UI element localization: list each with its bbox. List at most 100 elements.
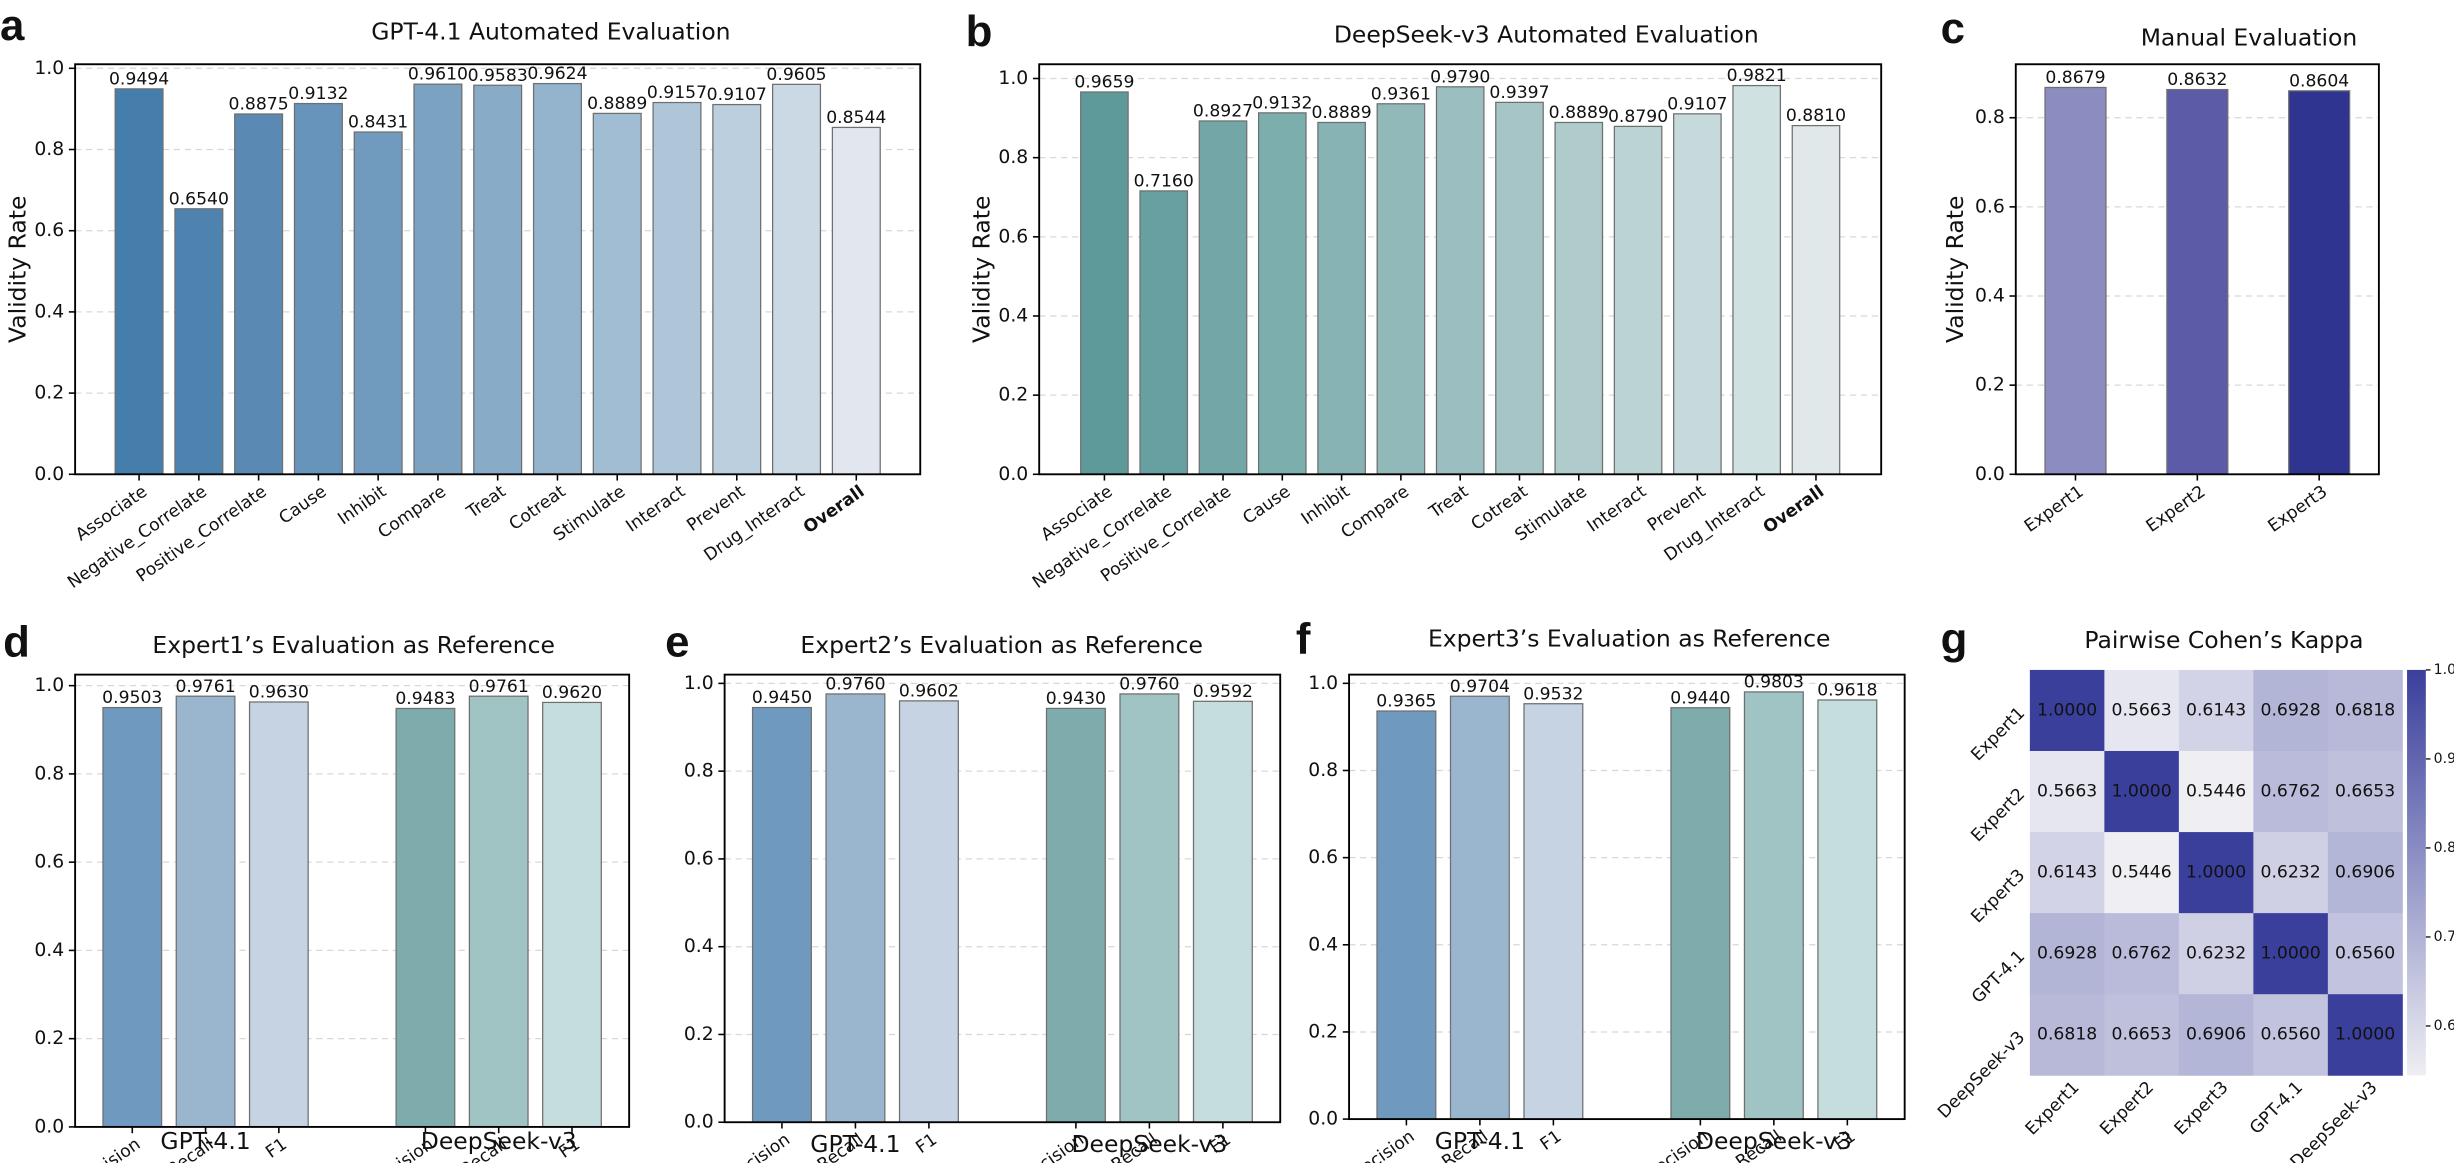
cell-label: 0.6143 [2037, 863, 2097, 883]
cell-label: 0.6818 [2335, 700, 2395, 720]
y-tick-label: GPT-4.1 [1968, 947, 2029, 1008]
bar [1119, 693, 1180, 1123]
value-label: 0.7160 [1134, 172, 1194, 192]
heatmap-cell [2104, 750, 2180, 833]
value-label: 0.8790 [1608, 107, 1668, 127]
chart-title: DeepSeek-v3 Automated Evaluation [1334, 21, 1759, 49]
group-label: GPT-4.1 [160, 1127, 250, 1155]
heatmap-cell [2029, 832, 2105, 914]
value-label: 0.9397 [1489, 83, 1549, 103]
x-tick-label: Expert1 [2021, 482, 2088, 537]
value-label: 0.8604 [2289, 71, 2349, 91]
value-label: 0.9803 [1744, 673, 1804, 693]
panel-letter: c [1941, 4, 1965, 53]
plot-frame [1038, 63, 1883, 476]
x-tick-label: F1 [262, 1134, 291, 1162]
group-label: GPT-4.1 [810, 1130, 900, 1158]
bar [2044, 86, 2107, 475]
bar [1198, 120, 1248, 475]
heatmap-cell [2178, 750, 2254, 833]
plot-frame [1348, 673, 1906, 1121]
x-tick-label: Treat [463, 482, 510, 524]
heatmap-cell [2178, 832, 2254, 914]
y-tick-label: 0.8 [684, 761, 714, 782]
y-tick-label: 0.8 [34, 763, 64, 784]
value-label: 0.9503 [102, 688, 162, 708]
y-tick-label: 0.2 [998, 385, 1028, 406]
heatmap-cell [2253, 750, 2329, 833]
value-label: 0.8431 [348, 113, 408, 133]
bar [248, 701, 309, 1128]
value-label: 0.9630 [249, 683, 309, 703]
y-tick-label: 0.2 [34, 1028, 64, 1049]
y-tick-label: Expert2 [1967, 784, 2029, 846]
value-label: 0.9618 [1817, 681, 1877, 701]
y-tick-label: 0.6 [34, 852, 64, 873]
bar [1743, 691, 1804, 1120]
plot-frame [74, 63, 922, 476]
y-axis-label: Validity Rate [967, 196, 995, 343]
bar [395, 707, 456, 1128]
chart-title: Expert1’s Evaluation as Reference [152, 631, 555, 659]
x-tick-label: Interact [1584, 482, 1651, 537]
bar [1376, 103, 1426, 475]
x-tick-label: Drug_Interact [700, 482, 808, 566]
heatmap-cell [2327, 669, 2403, 752]
value-label: 0.8544 [826, 108, 886, 128]
cell-label: 0.6653 [2335, 782, 2395, 802]
plot-frame [74, 673, 631, 1128]
y-tick-label: 0.6 [1308, 847, 1338, 868]
heatmap-cell [2029, 750, 2105, 833]
y-tick-label: DeepSeek-v3 [1934, 1028, 2029, 1123]
y-tick-label: 0.4 [34, 301, 64, 322]
x-tick-label: Overall [800, 482, 868, 538]
cell-label: 0.6762 [2112, 944, 2172, 964]
bar [2166, 88, 2229, 475]
value-label: 0.8927 [1193, 102, 1253, 122]
heatmap-cell [2029, 994, 2105, 1076]
bar [1192, 700, 1253, 1123]
cell-label: 0.6232 [2261, 863, 2321, 883]
value-label: 0.9483 [395, 689, 455, 709]
heatmap-cell [2178, 994, 2254, 1076]
heatmap-cell [2327, 832, 2403, 914]
bar [234, 113, 284, 475]
y-tick-label: 0.0 [1308, 1109, 1338, 1130]
value-label: 0.9430 [1046, 689, 1106, 709]
x-tick-label: Cause [1239, 482, 1294, 529]
y-tick-label: 1.0 [998, 68, 1028, 89]
bar [1435, 86, 1485, 475]
colorbar-tick-label: 0.6 [2434, 1018, 2454, 1034]
bar [102, 706, 163, 1128]
y-tick-label: 0.0 [684, 1112, 714, 1133]
colorbar-tick-label: 0.7 [2434, 929, 2454, 945]
x-tick-label: Expert3 [2265, 482, 2332, 537]
x-tick-label: F1 [1537, 1127, 1566, 1155]
y-tick-label: 0.6 [998, 226, 1028, 247]
y-tick-label: 0.2 [1975, 375, 2005, 396]
bar [1449, 695, 1510, 1120]
x-tick-label: Precision [70, 1134, 144, 1163]
bar [825, 693, 886, 1123]
bar [293, 102, 343, 475]
value-label: 0.9761 [175, 677, 235, 697]
y-tick-label: 0.4 [684, 936, 714, 957]
value-label: 0.9440 [1670, 688, 1730, 708]
bar [468, 695, 529, 1128]
y-tick-label: 0.2 [34, 383, 64, 404]
heatmap-cell [2104, 913, 2180, 995]
value-label: 0.9605 [766, 65, 826, 85]
value-label: 0.9659 [1074, 73, 1134, 93]
y-tick-label: 1.0 [34, 675, 64, 696]
bar [1673, 113, 1722, 475]
value-label: 0.9450 [752, 688, 812, 708]
bar [652, 101, 702, 475]
x-tick-label: Expert1 [2022, 1078, 2084, 1140]
x-tick-label: F1 [912, 1130, 941, 1158]
bar [1045, 707, 1106, 1123]
value-label: 0.9624 [527, 64, 587, 84]
y-tick-label: Expert1 [1967, 703, 2029, 765]
y-tick-label: 0.2 [1308, 1021, 1338, 1042]
bar [1317, 121, 1366, 475]
y-tick-label: 0.0 [998, 464, 1028, 485]
